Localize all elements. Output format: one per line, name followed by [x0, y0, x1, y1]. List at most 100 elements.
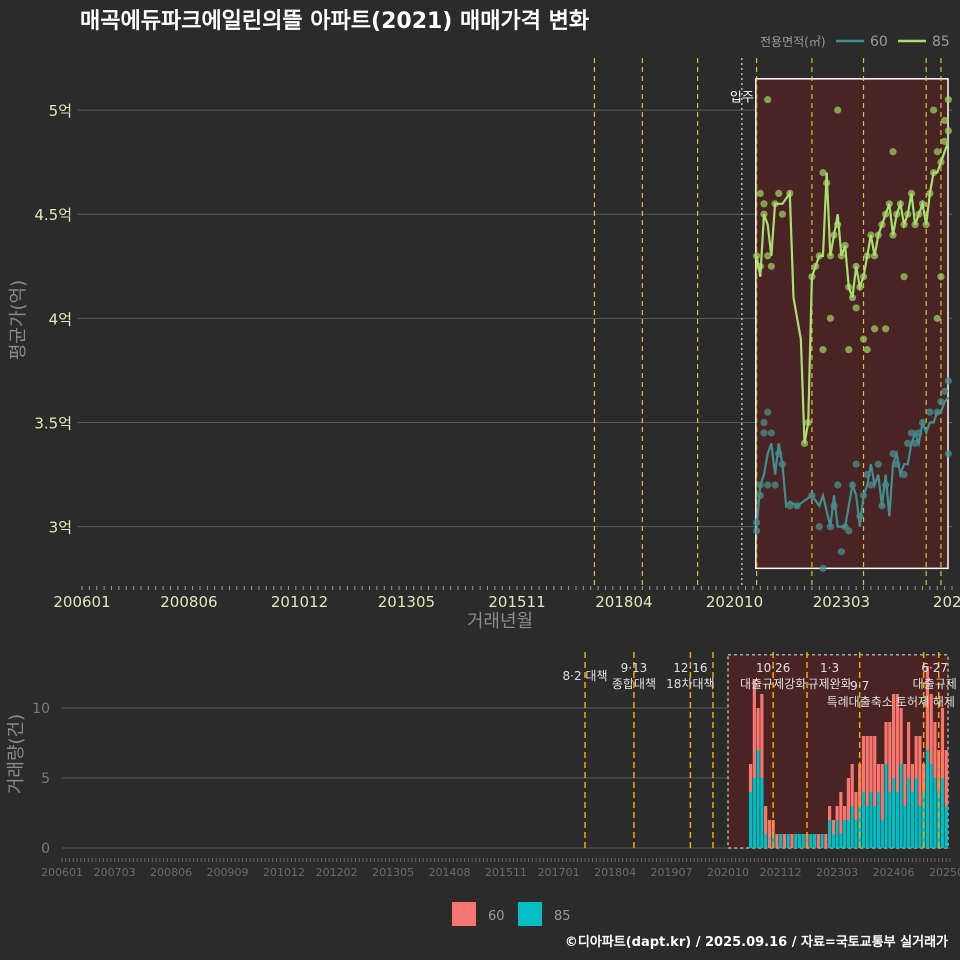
volume-bar-85 — [827, 820, 832, 848]
volume-bar-60 — [940, 708, 945, 778]
volume-bar-60 — [764, 806, 768, 834]
volume-bar-85 — [752, 778, 756, 848]
policy-annotation: 1·3 — [820, 661, 839, 675]
volume-bar-60 — [884, 722, 888, 764]
price-point-85 — [929, 106, 938, 114]
price-point-85 — [882, 325, 890, 333]
x-axis-title: 거래년월 — [467, 611, 533, 632]
price-point-85 — [933, 148, 941, 156]
bottom-x-tick-label: 200909 — [207, 866, 249, 879]
bottom-x-tick-label: 202010 — [707, 866, 749, 879]
price-point-60 — [767, 429, 775, 437]
bottom-y-axis-title: 거래량(건) — [6, 714, 27, 794]
price-point-60 — [874, 460, 882, 468]
top-axes: 3억 3.5억 4억 4.5억 5억 200601 200806 201012 201305 20… — [34, 102, 960, 611]
price-point-60 — [867, 481, 875, 489]
bottom-y-tick-label: 0 — [41, 841, 50, 857]
bottom-policy-lines — [584, 652, 940, 848]
volume-bar-85 — [937, 792, 941, 848]
volume-bar-85 — [865, 806, 869, 848]
price-point-85 — [900, 273, 908, 281]
volume-bar-60 — [790, 834, 794, 848]
volume-bar-85 — [843, 820, 847, 848]
x-tick-label: 201804 — [595, 593, 652, 611]
volume-bar-60 — [835, 806, 839, 820]
volume-bar-60 — [843, 806, 847, 820]
bottom-y-tick-label: 5 — [41, 771, 50, 787]
y-tick-label: 3억 — [49, 519, 72, 537]
price-point-60 — [771, 481, 779, 489]
policy-annotation: 10·26 — [756, 661, 790, 675]
volume-bar-60 — [880, 764, 884, 820]
price-point-60 — [753, 527, 761, 535]
bottom-y-tick-label: 10 — [32, 701, 50, 717]
top-series — [753, 96, 952, 572]
volume-bar-85 — [903, 806, 907, 848]
price-point-85 — [775, 189, 783, 197]
volume-bar-60 — [891, 694, 896, 778]
x-tick-label: 201305 — [378, 593, 435, 611]
bottom-x-tick-label: 200703 — [94, 866, 136, 879]
volume-bar-60 — [827, 806, 832, 820]
volume-bar-85 — [918, 806, 922, 848]
bottom-x-tick-label: 200601 — [41, 866, 83, 879]
volume-bar-85 — [809, 834, 813, 848]
volume-bar-85 — [812, 834, 817, 848]
volume-bar-85 — [771, 834, 775, 848]
chart-title: 매곡에듀파크에일린의뜰 아파트(2021) 매매가격 변화 — [80, 9, 589, 34]
price-point-85 — [767, 262, 775, 270]
policy-annotation: 대출규제강화 — [740, 677, 806, 691]
price-point-60 — [764, 481, 772, 489]
policy-annotation: 토허제 해제 — [896, 695, 955, 709]
volume-bar-60 — [846, 778, 851, 820]
volume-bar-60 — [775, 834, 779, 848]
policy-annotation: 8·2 대책 — [563, 668, 608, 683]
x-tick-label: 2025 — [933, 593, 960, 611]
price-point-85 — [826, 314, 834, 322]
price-point-85 — [764, 252, 772, 260]
volume-bar-60 — [903, 764, 907, 806]
price-point-85 — [845, 346, 853, 354]
volume-bar-85 — [940, 778, 945, 848]
policy-annotation: 9·7 — [850, 679, 869, 693]
bottom-x-tick-label: 201511 — [485, 866, 527, 879]
volume-bar-60 — [899, 708, 903, 764]
price-point-60 — [937, 398, 945, 406]
bottom-x-tick-label: 202112 — [760, 866, 802, 879]
price-point-85 — [933, 314, 941, 322]
volume-bar-60 — [824, 834, 828, 848]
footer-credit: ©디아파트(dapt.kr) / 2025.09.16 / 자료=국토교통부 실… — [565, 934, 948, 950]
bottom-x-tick-label: 202406 — [873, 866, 915, 879]
volume-bar-60 — [929, 694, 933, 764]
legend-title: 전용면적(㎡) — [760, 35, 826, 49]
price-point-60 — [760, 429, 768, 437]
x-tick-label: 200601 — [53, 593, 110, 611]
volume-bar-60 — [865, 736, 869, 806]
price-point-60 — [944, 377, 952, 385]
volume-bar-60 — [907, 722, 911, 778]
volume-bar-85 — [884, 764, 888, 848]
legend-swatch-85 — [518, 902, 542, 926]
volume-bar-85 — [760, 778, 764, 848]
bottom-legend-label-60: 60 — [488, 909, 505, 924]
volume-bar-85 — [899, 764, 903, 848]
bottom-x-tick-label: 201012 — [263, 866, 305, 879]
price-point-60 — [837, 548, 846, 556]
volume-bar-85 — [854, 820, 858, 848]
bottom-x-tick-label: 200806 — [150, 866, 192, 879]
price-point-60 — [760, 418, 768, 427]
y-tick-label: 3.5억 — [34, 415, 72, 433]
volume-bar-85 — [820, 834, 824, 848]
volume-bar-60 — [869, 736, 873, 792]
bottom-axes: 0 5 10 200601 200703 200806 200909 201012 201202… — [32, 701, 960, 879]
volume-bar-85 — [748, 792, 753, 848]
policy-annotation: 종합대책 — [612, 676, 656, 691]
price-point-85 — [756, 189, 764, 197]
volume-bar-85 — [839, 834, 843, 848]
legend-swatch-60 — [452, 902, 476, 926]
bottom-x-tick-label: 201202 — [316, 866, 358, 879]
x-tick-label: 202303 — [813, 593, 870, 611]
volume-bar-85 — [922, 792, 926, 848]
volume-bar-85 — [797, 834, 802, 848]
